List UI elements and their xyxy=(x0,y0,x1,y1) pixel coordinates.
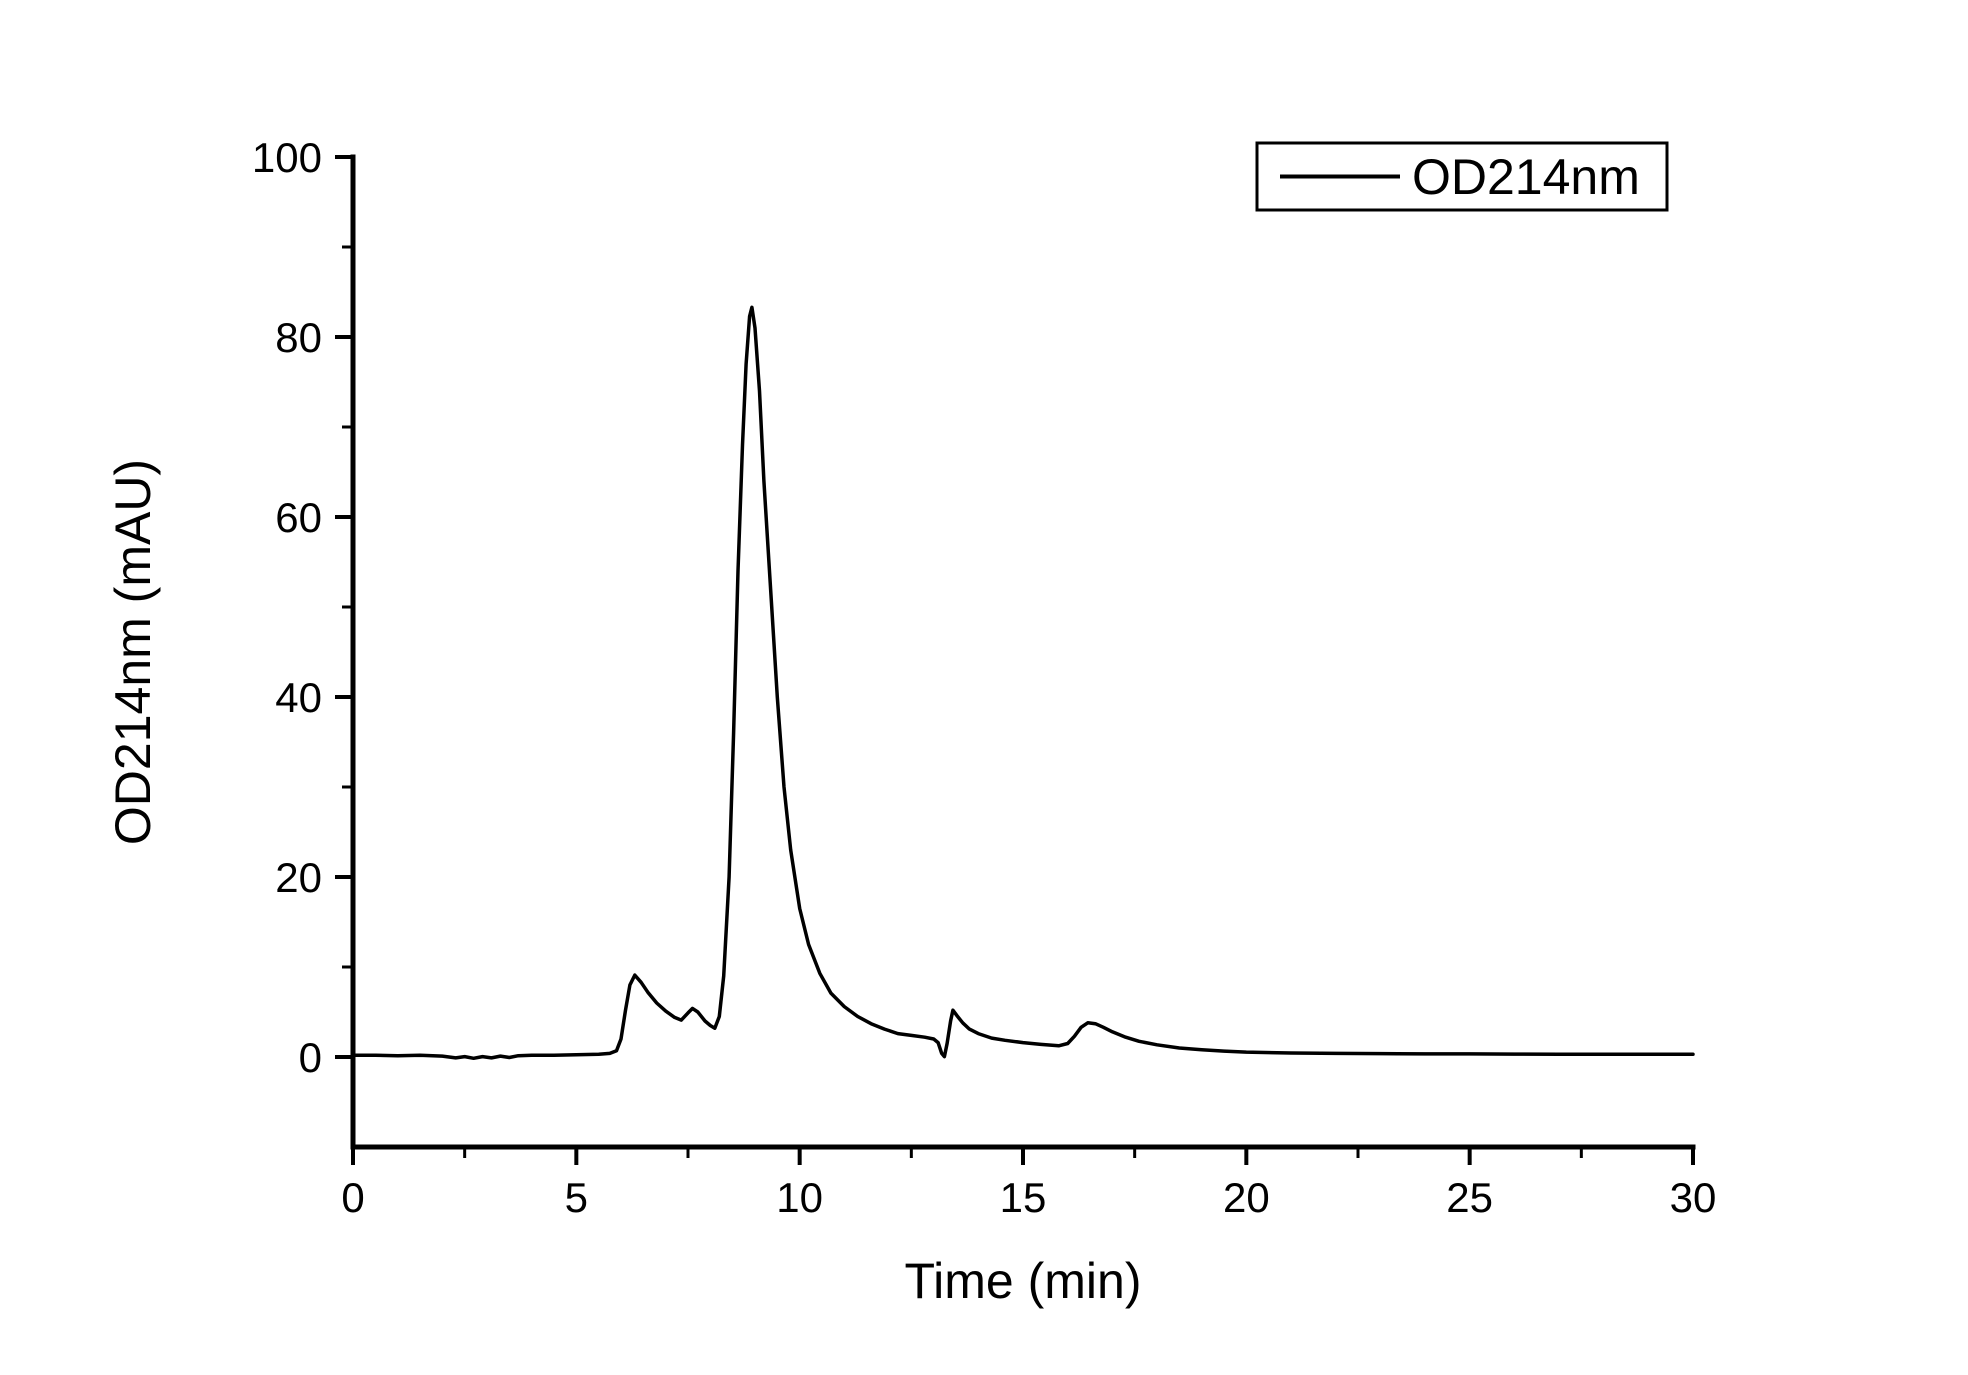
y-tick-label: 100 xyxy=(252,134,322,181)
x-tick-labels: 0 5 10 15 20 25 30 xyxy=(341,1174,1716,1221)
x-tick-label: 20 xyxy=(1223,1174,1270,1221)
x-tick-label: 0 xyxy=(341,1174,364,1221)
y-tick-label: 80 xyxy=(275,314,322,361)
y-tick-label: 60 xyxy=(275,494,322,541)
legend: OD214nm xyxy=(1255,141,1669,212)
y-tick-label: 20 xyxy=(275,854,322,901)
x-major-ticks xyxy=(351,1147,1695,1165)
y-minor-ticks xyxy=(342,245,353,969)
x-tick-label: 30 xyxy=(1670,1174,1717,1221)
x-tick-label: 15 xyxy=(1000,1174,1047,1221)
x-tick-label: 25 xyxy=(1446,1174,1493,1221)
y-tick-label: 0 xyxy=(299,1034,322,1081)
legend-label: OD214nm xyxy=(1412,149,1640,205)
y-tick-label: 40 xyxy=(275,674,322,721)
y-axis-title: OD214nm (mAU) xyxy=(105,459,161,845)
x-tick-label: 10 xyxy=(776,1174,823,1221)
y-major-ticks xyxy=(335,155,353,1059)
x-tick-label: 5 xyxy=(565,1174,588,1221)
x-minor-ticks xyxy=(463,1147,1583,1158)
x-axis-title: Time (min) xyxy=(904,1253,1141,1309)
trace-line xyxy=(351,305,1695,1061)
y-tick-labels: 0 20 40 60 80 100 xyxy=(252,134,322,1081)
trace-group xyxy=(351,305,1695,1061)
